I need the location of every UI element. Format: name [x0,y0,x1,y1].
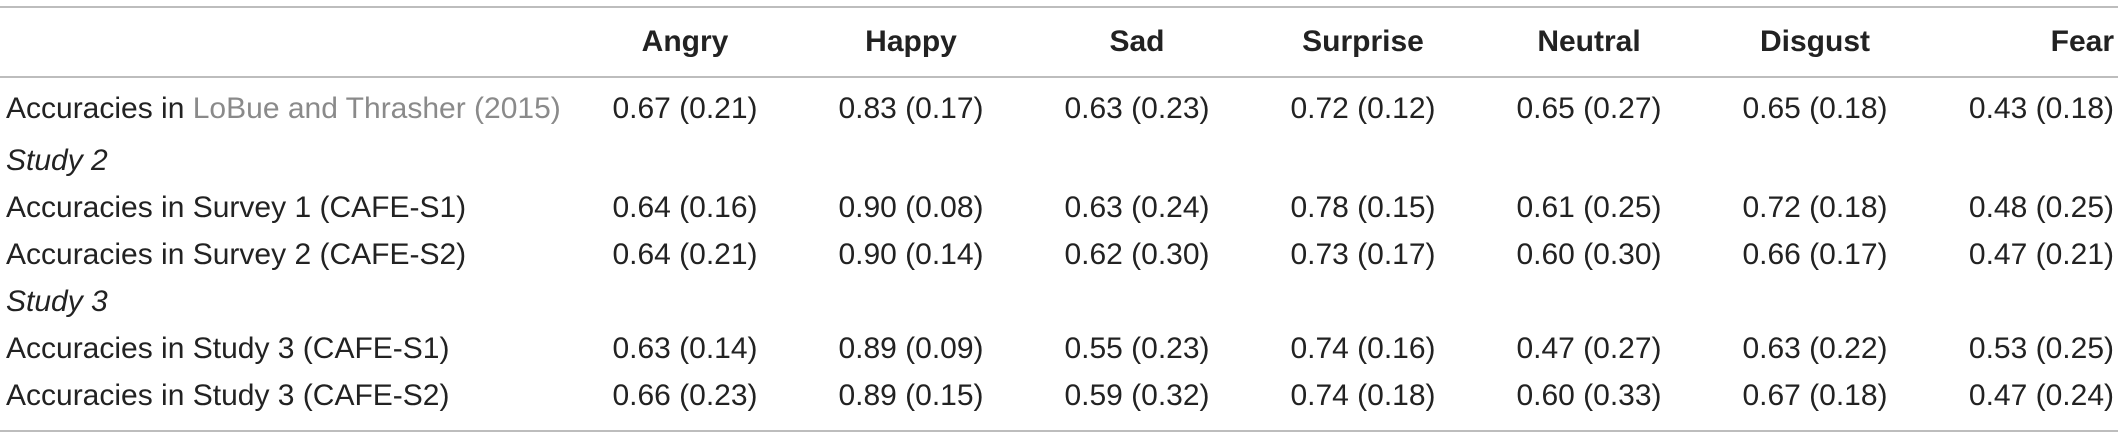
table-cell: 0.83 (0.17) [838,91,984,125]
section-title: Study 2 [6,143,108,177]
table-cell: 0.48 (0.25) [1968,190,2114,224]
table-row: Accuracies in Survey 2 (CAFE-S2) 0.64 (0… [0,231,2118,278]
table-cell: 0.65 (0.27) [1516,91,1662,125]
table-cell: 0.47 (0.24) [1968,378,2114,412]
table-header-rule [0,76,2118,78]
table-row-lobue: Accuracies in LoBue and Thrasher (2015) … [0,76,2118,137]
table-cell: 0.67 (0.18) [1742,378,1888,412]
table-cell: 0.66 (0.23) [612,378,758,412]
table-cell: 0.65 (0.18) [1742,91,1888,125]
table-cell: 0.63 (0.24) [1064,190,1210,224]
table-cell: 0.66 (0.17) [1742,237,1888,271]
table-cell: 0.53 (0.25) [1968,331,2114,365]
section-row-study-2: Study 2 [0,137,2118,184]
table-cell: 0.74 (0.18) [1290,378,1436,412]
table-cell: 0.47 (0.27) [1516,331,1662,365]
data-table: Angry Happy Sad Surprise Neutral Disgust… [0,8,2118,419]
table-cell: 0.43 (0.18) [1968,91,2114,125]
row-label: Accuracies in Survey 1 (CAFE-S1) [6,190,467,224]
table-row: Accuracies in Survey 1 (CAFE-S1) 0.64 (0… [0,184,2118,231]
header-fear: Fear [2050,25,2114,58]
header-surprise: Surprise [1302,25,1424,58]
header-sad: Sad [1109,25,1165,58]
table-row: Accuracies in Study 3 (CAFE-S1) 0.63 (0.… [0,325,2118,372]
table-cell: 0.60 (0.30) [1516,237,1662,271]
table-cell: 0.72 (0.12) [1290,91,1436,125]
row-label: Accuracies in Study 3 (CAFE-S1) [6,331,450,365]
section-title: Study 3 [6,284,108,318]
row-label: Accuracies in Survey 2 (CAFE-S2) [6,237,467,271]
table-cell: 0.63 (0.14) [612,331,758,365]
header-angry: Angry [641,25,729,58]
table-bottom-rule [0,430,2118,432]
row-label: Accuracies in Study 3 (CAFE-S2) [6,378,450,412]
table-cell: 0.89 (0.09) [838,331,984,365]
table-cell: 0.47 (0.21) [1968,237,2114,271]
section-row-study-3: Study 3 [0,278,2118,325]
table-cell: 0.63 (0.23) [1064,91,1210,125]
header-row: Angry Happy Sad Surprise Neutral Disgust… [0,8,2118,76]
header-happy: Happy [865,25,957,58]
table-cell: 0.74 (0.16) [1290,331,1436,365]
header-label-cell [0,8,572,76]
table-cell: 0.64 (0.16) [612,190,758,224]
table-cell: 0.62 (0.30) [1064,237,1210,271]
table-cell: 0.78 (0.15) [1290,190,1436,224]
table-cell: 0.72 (0.18) [1742,190,1888,224]
table-cell: 0.63 (0.22) [1742,331,1888,365]
table-cell: 0.61 (0.25) [1516,190,1662,224]
table-cell: 0.90 (0.08) [838,190,984,224]
row-label-prefix: Accuracies in [6,91,193,125]
citation-link[interactable]: LoBue and Thrasher (2015) [192,91,561,125]
table-cell: 0.60 (0.33) [1516,378,1662,412]
header-disgust: Disgust [1759,25,1870,58]
table-cell: 0.64 (0.21) [612,237,758,271]
table-cell: 0.55 (0.23) [1064,331,1210,365]
table-row: Accuracies in Study 3 (CAFE-S2) 0.66 (0.… [0,372,2118,419]
header-neutral: Neutral [1537,25,1641,58]
row-label: Accuracies in LoBue and Thrasher (2015) [0,76,572,137]
table-cell: 0.73 (0.17) [1290,237,1436,271]
table-cell: 0.89 (0.15) [838,378,984,412]
table-cell: 0.59 (0.32) [1064,378,1210,412]
table-top-rule [0,6,2118,8]
table-cell: 0.90 (0.14) [838,237,984,271]
table-cell: 0.67 (0.21) [612,91,758,125]
